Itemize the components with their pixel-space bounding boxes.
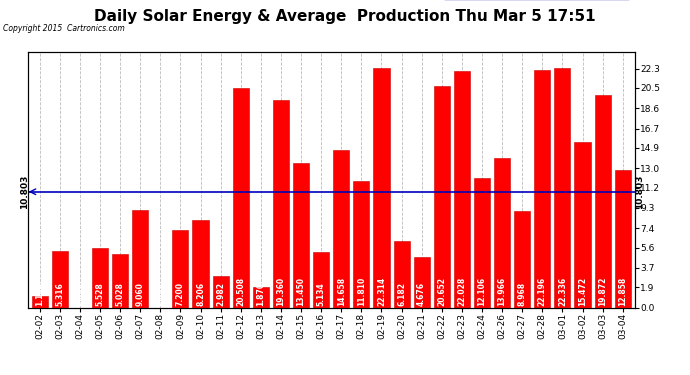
Text: 1.104: 1.104 [35, 282, 44, 306]
Bar [313, 252, 329, 308]
Text: 15.472: 15.472 [578, 277, 587, 306]
Bar [514, 211, 530, 308]
Text: 9.060: 9.060 [136, 282, 145, 306]
Text: 13.450: 13.450 [297, 277, 306, 306]
Text: 19.872: 19.872 [598, 277, 607, 306]
Bar [494, 158, 510, 308]
Text: 11.810: 11.810 [357, 277, 366, 306]
Text: 5.316: 5.316 [55, 282, 64, 306]
Text: 8.968: 8.968 [518, 282, 526, 306]
Bar [32, 296, 48, 307]
Bar [293, 164, 309, 308]
Bar [92, 248, 108, 308]
Bar [172, 230, 188, 308]
Bar [253, 288, 269, 308]
Text: Copyright 2015  Cartronics.com: Copyright 2015 Cartronics.com [3, 24, 125, 33]
Text: 0.000: 0.000 [75, 282, 84, 306]
Text: 13.966: 13.966 [497, 277, 506, 306]
Bar [193, 220, 208, 308]
Text: 10.803: 10.803 [635, 175, 644, 209]
Text: 22.314: 22.314 [377, 277, 386, 306]
Bar [132, 210, 148, 308]
Text: 5.134: 5.134 [317, 282, 326, 306]
Text: 10.803: 10.803 [19, 175, 28, 209]
Text: 8.206: 8.206 [196, 282, 205, 306]
Text: 20.508: 20.508 [236, 277, 245, 306]
Bar [454, 72, 470, 308]
Bar [373, 68, 390, 308]
Bar [575, 142, 591, 308]
Text: 1.870: 1.870 [256, 282, 266, 306]
Bar [353, 181, 369, 308]
Text: 14.658: 14.658 [337, 277, 346, 306]
Bar [393, 241, 410, 308]
Text: 22.196: 22.196 [538, 277, 546, 306]
Text: 4.676: 4.676 [417, 282, 426, 306]
Bar [112, 254, 128, 308]
Text: Daily Solar Energy & Average  Production Thu Mar 5 17:51: Daily Solar Energy & Average Production … [95, 9, 595, 24]
Bar [534, 70, 551, 308]
Bar [273, 100, 289, 308]
Bar [554, 68, 571, 308]
Text: 5.028: 5.028 [116, 282, 125, 306]
Bar [474, 178, 490, 308]
Bar [213, 276, 228, 308]
Text: 22.336: 22.336 [558, 277, 567, 306]
Text: 2.982: 2.982 [216, 282, 225, 306]
Text: 12.858: 12.858 [618, 277, 627, 306]
Text: 20.652: 20.652 [437, 277, 446, 306]
Text: 19.360: 19.360 [277, 277, 286, 306]
Bar [615, 170, 631, 308]
Bar [413, 257, 430, 307]
Text: 0.000: 0.000 [156, 282, 165, 306]
Bar [233, 88, 249, 308]
Bar [434, 86, 450, 308]
Bar [595, 94, 611, 308]
Text: 6.182: 6.182 [397, 282, 406, 306]
Text: 22.028: 22.028 [457, 277, 466, 306]
Text: 7.200: 7.200 [176, 282, 185, 306]
Text: 5.528: 5.528 [95, 282, 104, 306]
Text: 12.106: 12.106 [477, 277, 486, 306]
Bar [333, 150, 349, 308]
Bar [52, 251, 68, 308]
